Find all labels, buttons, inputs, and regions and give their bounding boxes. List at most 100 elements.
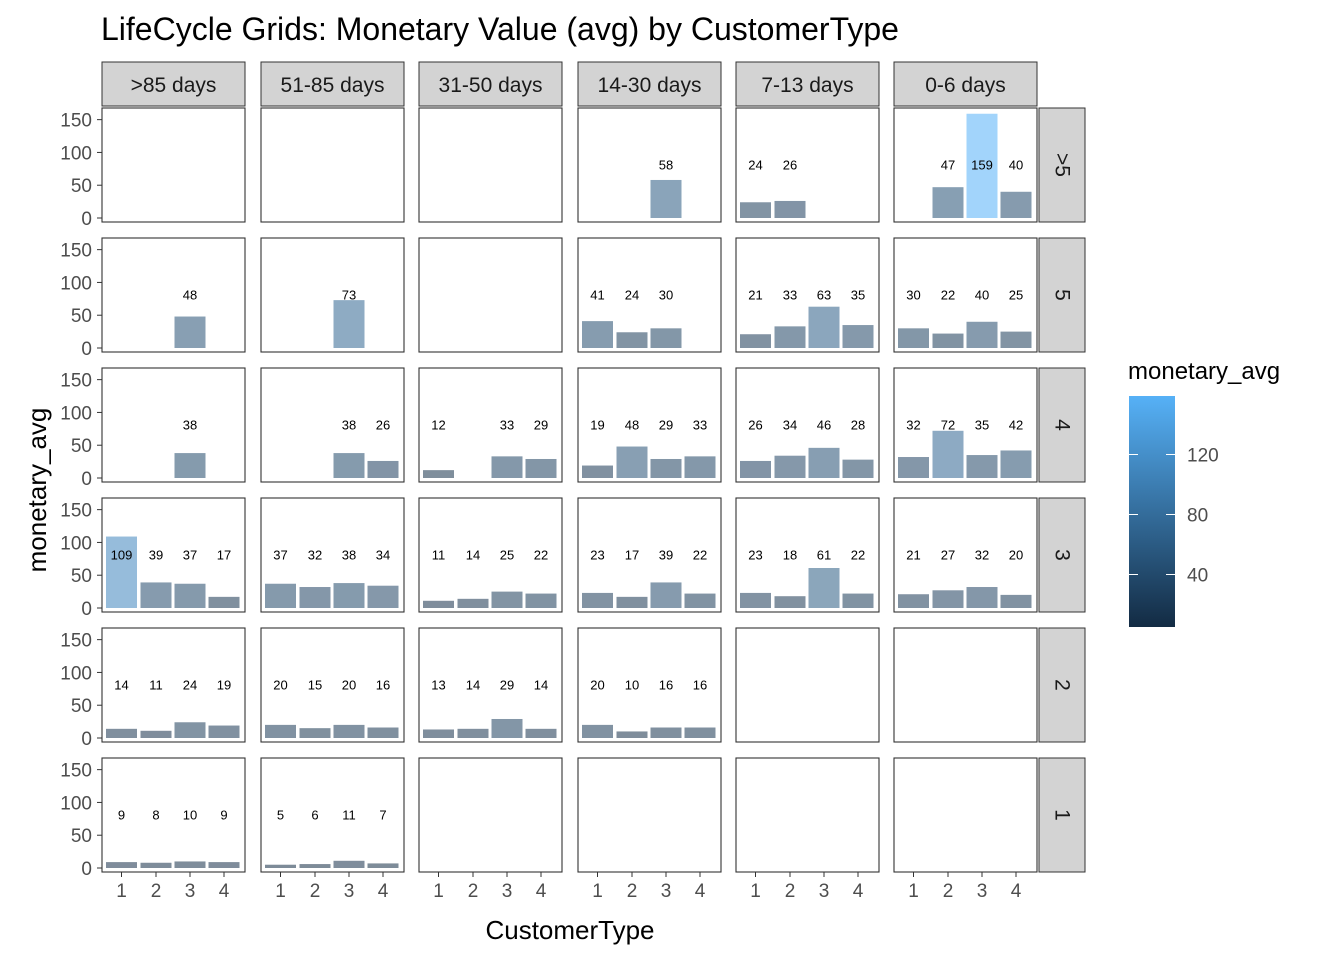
bar-value-label: 32 [308,548,322,563]
legend-tick-label: 120 [1187,446,1219,467]
y-tick-label: 0 [81,859,92,880]
bar-value-label: 14 [114,678,128,693]
bar [966,455,998,478]
column-strip [577,61,722,107]
bar [966,113,998,218]
bar [1000,450,1032,478]
x-tick-label: 3 [977,881,988,902]
y-tick-label: 100 [60,533,92,554]
y-tick-label: 150 [60,761,92,782]
bar-value-label: 19 [590,418,604,433]
bar-value-label: 34 [376,548,390,563]
bar-value-label: 48 [625,418,639,433]
bar-value-label: 109 [111,548,133,563]
bar-value-label: 24 [748,158,762,173]
bar-value-label: 24 [625,288,639,303]
y-tick-label: 0 [81,339,92,360]
y-tick-label: 50 [71,306,92,327]
bar-value-label: 23 [590,548,604,563]
bar [457,728,489,738]
facet-panel [735,627,880,743]
y-tick-label: 100 [60,793,92,814]
legend-title: monetary_avg [1128,358,1280,385]
y-tick-label: 0 [81,469,92,490]
bar [174,861,206,868]
bar-value-label: 20 [590,678,604,693]
facet-panel [260,107,405,223]
bar-value-label: 9 [220,808,227,823]
y-tick-label: 50 [71,696,92,717]
bar-value-label: 29 [659,418,673,433]
x-tick-label: 4 [853,881,864,902]
bar-value-label: 37 [183,548,197,563]
bar-value-label: 73 [342,288,356,303]
x-tick-label: 2 [468,881,479,902]
bar [808,306,840,348]
column-strip [735,61,880,107]
bar [774,326,806,348]
row-strip-label: >5 [1051,153,1074,177]
bar-value-label: 159 [971,158,993,173]
bar-value-label: 15 [308,678,322,693]
bar-value-label: 20 [273,678,287,693]
bar-value-label: 14 [466,548,480,563]
x-tick-label: 3 [502,881,513,902]
bar [684,727,716,738]
bar [140,730,172,738]
bar-value-label: 58 [659,158,673,173]
bar [208,862,240,868]
facet-panel [101,237,246,353]
facet-panel [101,757,246,873]
column-strip [418,61,563,107]
facet-panel [418,497,563,613]
bar [491,456,523,478]
column-strip [101,61,246,107]
row-strip-label: 1 [1051,809,1074,821]
bar-value-label: 40 [1009,158,1023,173]
bar [650,179,682,218]
x-tick-label: 2 [310,881,321,902]
bar [842,593,874,608]
bar-value-label: 32 [975,548,989,563]
row-strip [1038,497,1086,613]
bar [208,725,240,738]
bar-value-label: 13 [431,678,445,693]
bar [106,862,137,868]
color-legend: monetary_avg 40 80 120 [1128,358,1280,627]
bar [299,587,331,608]
y-tick-label: 0 [81,209,92,230]
bar [842,325,874,348]
bar [491,718,523,738]
y-tick-label: 50 [71,566,92,587]
bar-value-label: 27 [941,548,955,563]
bar [582,321,613,348]
x-tick-label: 1 [750,881,761,902]
bar [1000,331,1032,348]
legend-colorbar [1129,396,1175,627]
bar-value-label: 16 [693,678,707,693]
y-tick-label: 100 [60,143,92,164]
x-tick-label: 4 [219,881,230,902]
bar-value-label: 30 [906,288,920,303]
bar [808,568,840,608]
bar [1000,191,1032,218]
facet-panel [735,757,880,873]
bar-value-label: 26 [748,418,762,433]
facet-panel [577,107,722,223]
bar-value-label: 46 [817,418,831,433]
bar [208,596,240,608]
facet-panel [101,367,246,483]
bar [423,729,454,738]
bar [525,728,557,738]
bar [582,724,613,738]
bar [525,458,557,478]
bar [333,860,365,868]
bar-value-label: 42 [1009,418,1023,433]
facet-panel [260,757,405,873]
row-strip [1038,237,1086,353]
bar-value-label: 21 [748,288,762,303]
bar-value-label: 19 [217,678,231,693]
bar-value-label: 32 [906,418,920,433]
bar [333,724,365,738]
